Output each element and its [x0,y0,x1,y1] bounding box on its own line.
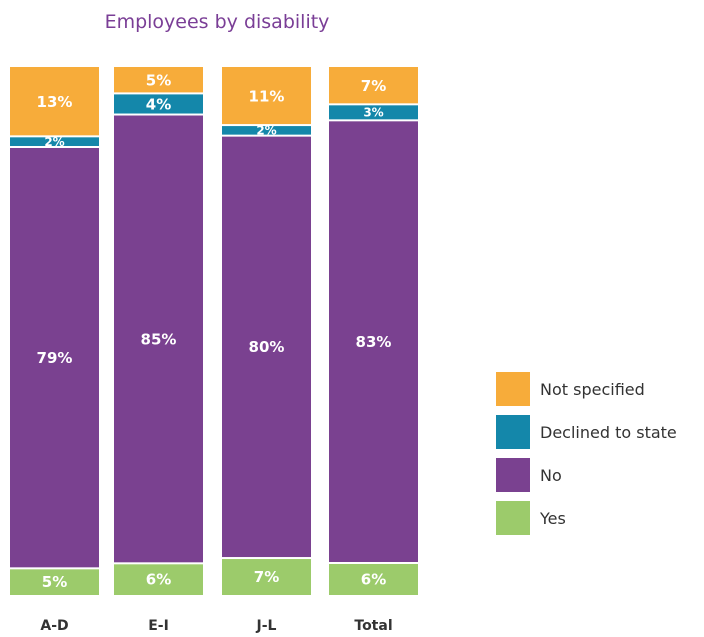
legend-swatch-no [496,458,530,492]
legend-label-yes: Yes [539,509,566,528]
bars: 5% 79% 2% 13% A-D 6% 85% 4% 5% E-I 7% 80% 2% 11% J-L 6%… [10,67,418,634]
bar-segment-e-i-yes [114,564,203,595]
data-label-j-l-no: 80% [249,338,285,356]
bar-segment-a-d-not-specified [10,67,99,136]
bar-segment-j-l-declined-to-state [222,126,311,135]
legend-label-no: No [540,466,562,485]
data-label-e-i-declined-to-state: 4% [146,95,171,113]
data-label-a-d-declined-to-state: 2% [44,135,64,149]
legend: Not specified Declined to state No Yes [496,372,677,535]
bar-segment-a-d-yes [10,569,99,595]
bar-segment-e-i-not-specified [114,67,203,93]
bar-segment-j-l-no [222,136,311,558]
x-tick-label-e-i: E-I [148,618,169,634]
data-label-a-d-not-specified: 13% [37,93,73,111]
legend-label-declined-to-state: Declined to state [540,423,677,442]
legend-swatch-declined-to-state [496,415,530,449]
x-tick-label-j-l: J-L [256,618,277,634]
x-tick-label-total: Total [354,618,392,634]
data-label-j-l-declined-to-state: 2% [256,124,276,138]
data-label-total-no: 83% [356,333,392,351]
bar-segment-j-l-not-specified [222,67,311,125]
legend-label-not-specified: Not specified [540,380,645,399]
data-label-total-declined-to-state: 3% [363,106,383,120]
bar-segment-total-yes [329,564,418,595]
data-label-e-i-not-specified: 5% [146,72,171,90]
legend-swatch-yes [496,501,530,535]
bar-segment-e-i-no [114,115,203,563]
data-label-total-yes: 6% [361,570,386,588]
bar-segment-total-not-specified [329,67,418,104]
bar-segment-j-l-yes [222,559,311,595]
data-label-a-d-no: 79% [37,349,73,367]
data-label-j-l-yes: 7% [254,568,279,586]
legend-swatch-not-specified [496,372,530,406]
chart-title: Employees by disability [105,11,330,33]
data-label-j-l-not-specified: 11% [249,87,285,105]
bar-segment-total-declined-to-state [329,105,418,120]
bar-segment-total-no [329,121,418,562]
data-label-e-i-yes: 6% [146,571,171,589]
data-label-total-not-specified: 7% [361,77,386,95]
bar-segment-e-i-declined-to-state [114,94,203,114]
data-label-a-d-yes: 5% [42,573,67,591]
bar-segment-a-d-declined-to-state [10,137,99,146]
x-tick-label-a-d: A-D [40,618,68,634]
data-label-e-i-no: 85% [141,330,177,348]
bar-segment-a-d-no [10,148,99,568]
